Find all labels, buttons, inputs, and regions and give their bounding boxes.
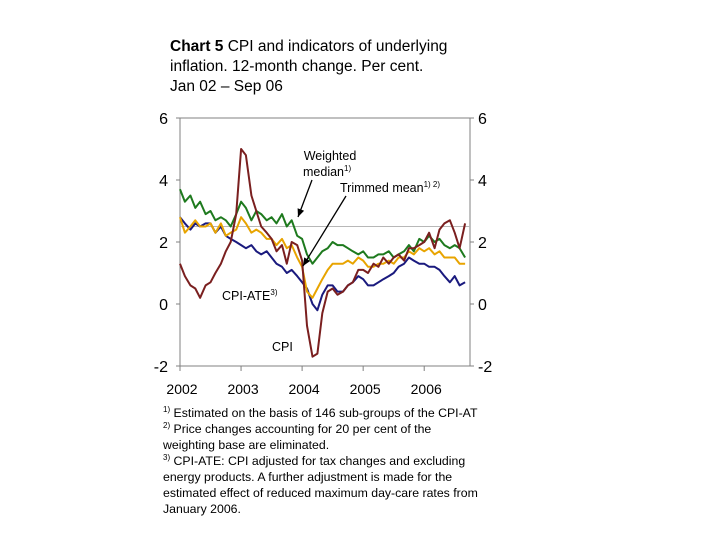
annotation-trimmed: Trimmed mean1) 2)	[340, 180, 440, 195]
x-tick-label: 2006	[411, 381, 442, 397]
chart-title: Chart 5 CPI and indicators of underlying…	[170, 37, 510, 97]
title-line-2: inflation. 12-month change. Per cent.	[170, 58, 424, 75]
x-tick-label: 2002	[166, 381, 197, 397]
footnote-2-marker: 2)	[163, 420, 171, 430]
title-line-1: Chart 5 CPI and indicators of underlying	[170, 37, 510, 57]
footnote-2: 2) Price changes accounting for 20 per c…	[163, 421, 483, 453]
title-text: CPI and indicators of underlying	[227, 38, 448, 55]
arrow-weighted-median-head	[297, 208, 305, 217]
annotation-trimmed-sup: 1) 2)	[424, 180, 441, 189]
series-line-trimmed-mean	[179, 216, 466, 299]
y-tick-label-right: -2	[478, 359, 492, 376]
annotation-weighted-sup: 1)	[344, 164, 351, 173]
y-tick-label-right: 4	[478, 173, 487, 190]
y-tick-label-left: 0	[159, 297, 168, 314]
annotation-cpi-ate-sup: 3)	[270, 288, 277, 297]
series-line-cpi-ate	[179, 216, 466, 312]
footnote-1-text: Estimated on the basis of 146 sub-groups…	[173, 406, 478, 420]
arrow-trimmed-mean-shaft	[302, 195, 347, 267]
y-tick-label-left: -2	[154, 359, 168, 376]
line-chart: -2 -2 0 0 2 2 4 4 6 6 2002 2003 2004 2005 2006 Weighte…	[154, 111, 493, 397]
annotation-weighted-line1: Weighted	[304, 149, 357, 163]
x-tick-label: 2003	[227, 381, 258, 397]
footnote-3-text: CPI-ATE: CPI adjusted for tax changes an…	[163, 454, 478, 516]
title-label: Chart 5	[170, 38, 224, 55]
annotation-cpi: CPI	[272, 340, 293, 354]
y-tick-label-left: 4	[159, 173, 168, 190]
title-line-3: Jan 02 – Sep 06	[170, 78, 283, 95]
footnote-1: 1) Estimated on the basis of 146 sub-gro…	[163, 405, 483, 421]
y-tick-label-left: 6	[159, 111, 168, 128]
annotation-weighted-line2: median1)	[303, 164, 351, 179]
series-line-cpi	[179, 148, 467, 358]
y-tick-label-right: 6	[478, 111, 487, 128]
footnote-2-text: Price changes accounting for 20 per cent…	[163, 422, 432, 452]
footnotes: 1) Estimated on the basis of 146 sub-gro…	[163, 405, 483, 517]
y-tick-label-left: 2	[159, 235, 168, 252]
x-tick-label: 2005	[350, 381, 381, 397]
annotation-cpi-ate: CPI-ATE3)	[222, 288, 278, 303]
footnote-3: 3) CPI-ATE: CPI adjusted for tax changes…	[163, 453, 483, 517]
x-tick-label: 2004	[289, 381, 320, 397]
series-line-weighted-median	[179, 188, 466, 265]
footnote-3-marker: 3)	[163, 452, 171, 462]
y-tick-label-right: 0	[478, 297, 487, 314]
arrow-trimmed-mean-head	[303, 257, 311, 266]
footnote-1-marker: 1)	[163, 404, 171, 414]
y-tick-label-right: 2	[478, 235, 487, 252]
